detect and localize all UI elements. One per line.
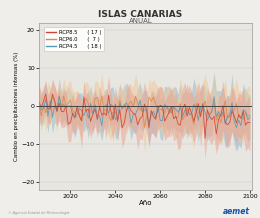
Y-axis label: Cambio en precipitaciones intensas (%): Cambio en precipitaciones intensas (%)	[14, 52, 19, 161]
Text: ANUAL: ANUAL	[128, 18, 152, 24]
X-axis label: Año: Año	[139, 200, 152, 206]
Text: aemet: aemet	[223, 207, 250, 216]
Legend: RCP8.5      ( 17 ), RCP6.0      (  7 ), RCP4.5      ( 18 ): RCP8.5 ( 17 ), RCP6.0 ( 7 ), RCP4.5 ( 18…	[44, 27, 104, 51]
Text: ISLAS CANARIAS: ISLAS CANARIAS	[98, 10, 183, 19]
Text: © Agencia Estatal de Meteorología: © Agencia Estatal de Meteorología	[8, 211, 69, 215]
